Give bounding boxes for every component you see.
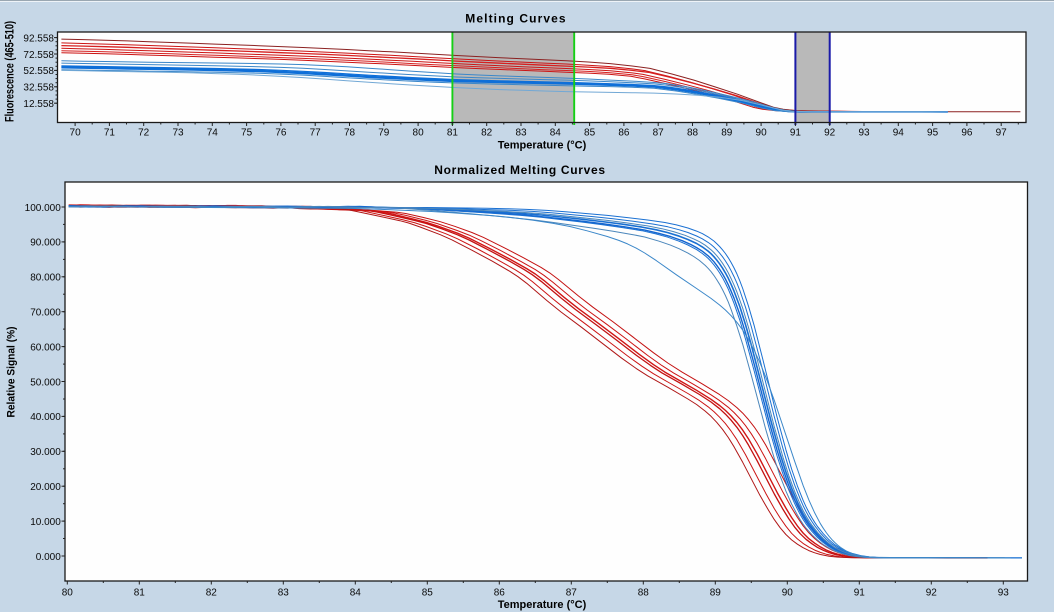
- svg-text:87: 87: [566, 588, 578, 599]
- svg-text:95: 95: [927, 127, 939, 138]
- svg-text:60.000: 60.000: [30, 342, 61, 353]
- svg-text:92.558: 92.558: [23, 33, 54, 44]
- svg-text:93: 93: [998, 588, 1010, 599]
- svg-text:82: 82: [481, 127, 493, 138]
- svg-text:77: 77: [310, 127, 322, 138]
- svg-text:79: 79: [378, 127, 390, 138]
- svg-text:74: 74: [207, 127, 219, 138]
- svg-text:30.000: 30.000: [30, 447, 61, 458]
- svg-text:12.558: 12.558: [23, 99, 54, 110]
- svg-text:83: 83: [278, 588, 290, 599]
- svg-text:91: 91: [854, 588, 866, 599]
- svg-text:93: 93: [858, 127, 870, 138]
- svg-text:90: 90: [756, 127, 768, 138]
- svg-text:88: 88: [687, 127, 699, 138]
- svg-text:80.000: 80.000: [30, 273, 61, 284]
- svg-text:84: 84: [550, 127, 562, 138]
- svg-text:73: 73: [172, 127, 184, 138]
- svg-text:72.558: 72.558: [23, 50, 54, 61]
- svg-text:88: 88: [638, 588, 650, 599]
- svg-text:81: 81: [134, 588, 146, 599]
- svg-text:81: 81: [447, 127, 459, 138]
- svg-text:70.000: 70.000: [30, 308, 61, 319]
- svg-text:87: 87: [653, 127, 665, 138]
- svg-text:86: 86: [494, 588, 506, 599]
- svg-text:20.000: 20.000: [30, 482, 61, 493]
- svg-text:52.558: 52.558: [23, 66, 54, 77]
- svg-text:32.558: 32.558: [23, 83, 54, 94]
- svg-text:80: 80: [62, 588, 74, 599]
- svg-text:10.000: 10.000: [30, 517, 61, 528]
- svg-text:50.000: 50.000: [30, 377, 61, 388]
- svg-text:82: 82: [206, 588, 218, 599]
- svg-text:Normalized Melting Curves: Normalized Melting Curves: [434, 163, 606, 177]
- svg-text:85: 85: [422, 588, 434, 599]
- svg-text:71: 71: [104, 127, 116, 138]
- svg-text:Temperature (°C): Temperature (°C): [498, 139, 587, 151]
- svg-text:Melting Curves: Melting Curves: [465, 12, 566, 26]
- svg-text:0.000: 0.000: [36, 552, 61, 563]
- svg-text:85: 85: [584, 127, 596, 138]
- svg-text:75: 75: [241, 127, 253, 138]
- svg-text:92: 92: [926, 588, 938, 599]
- svg-text:Temperature (°C): Temperature (°C): [498, 599, 587, 611]
- svg-text:90.000: 90.000: [30, 238, 61, 249]
- svg-text:40.000: 40.000: [30, 412, 61, 423]
- svg-text:80: 80: [413, 127, 425, 138]
- svg-text:76: 76: [275, 127, 287, 138]
- svg-text:92: 92: [824, 127, 836, 138]
- svg-text:70: 70: [70, 127, 82, 138]
- svg-text:83: 83: [515, 127, 527, 138]
- svg-text:97: 97: [996, 127, 1008, 138]
- svg-text:84: 84: [350, 588, 362, 599]
- svg-text:91: 91: [790, 127, 802, 138]
- svg-text:100.000: 100.000: [25, 203, 62, 214]
- svg-text:78: 78: [344, 127, 356, 138]
- svg-text:Relative Signal (%): Relative Signal (%): [5, 326, 17, 417]
- svg-text:Fluorescence (465-510): Fluorescence (465-510): [5, 21, 17, 122]
- svg-text:90: 90: [782, 588, 794, 599]
- svg-text:96: 96: [961, 127, 973, 138]
- svg-text:89: 89: [710, 588, 722, 599]
- svg-text:89: 89: [721, 127, 733, 138]
- svg-text:86: 86: [618, 127, 630, 138]
- svg-text:94: 94: [893, 127, 905, 138]
- svg-text:72: 72: [138, 127, 150, 138]
